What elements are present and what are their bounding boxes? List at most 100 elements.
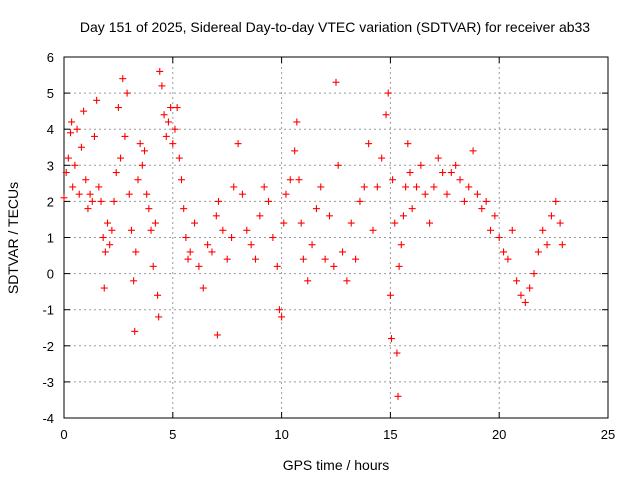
data-point: [123, 89, 131, 97]
data-point: [171, 125, 179, 133]
data-point: [138, 161, 146, 169]
data-point: [269, 234, 277, 241]
data-point: [413, 183, 421, 191]
data-point: [426, 219, 434, 227]
y-tick-label: -1: [42, 303, 54, 318]
data-point: [356, 197, 364, 205]
data-point: [64, 154, 72, 162]
data-point: [204, 241, 212, 249]
x-tick-labels: 0 5 10 15 20 25: [60, 427, 615, 442]
data-point: [556, 219, 564, 227]
data-point: [80, 107, 88, 115]
data-point: [134, 176, 142, 184]
data-point: [114, 104, 122, 112]
data-point: [391, 219, 399, 227]
data-point: [304, 277, 312, 285]
data-point: [184, 255, 192, 263]
data-point: [100, 284, 108, 292]
data-point: [378, 154, 386, 162]
data-point: [408, 205, 416, 213]
data-point: [106, 241, 114, 249]
y-tick-label: -4: [42, 411, 54, 426]
data-point: [151, 219, 159, 227]
data-point: [347, 219, 355, 227]
data-point: [417, 161, 425, 169]
data-point: [369, 226, 377, 234]
x-tick-label: 10: [274, 427, 288, 442]
data-point: [291, 147, 299, 155]
data-point: [156, 67, 164, 75]
data-point: [260, 183, 268, 191]
data-point: [384, 89, 392, 97]
data-point: [447, 169, 455, 177]
data-point: [402, 183, 410, 191]
data-point: [199, 284, 207, 292]
data-point: [162, 132, 170, 140]
data-point: [99, 234, 107, 241]
data-point: [434, 154, 442, 162]
data-point: [530, 270, 538, 278]
data-point: [88, 197, 96, 205]
data-point: [286, 176, 294, 184]
data-point: [160, 111, 168, 119]
y-axis-label: SDTVAR / TECUs: [5, 182, 21, 294]
data-point: [77, 143, 85, 151]
data-point: [534, 248, 542, 256]
data-point: [389, 176, 397, 184]
data-point: [73, 125, 81, 133]
data-point: [339, 248, 347, 256]
data-point: [256, 212, 264, 220]
data-point: [95, 183, 103, 191]
data-point: [195, 262, 203, 270]
data-point: [330, 262, 338, 270]
data-point: [308, 241, 316, 249]
data-point: [191, 219, 199, 227]
data-point: [386, 291, 394, 299]
data-point: [97, 197, 105, 205]
data-point: [127, 226, 135, 234]
data-point: [121, 132, 129, 140]
data-point: [278, 313, 286, 321]
data-point: [539, 226, 547, 234]
data-point: [75, 190, 83, 198]
y-tick-label: 0: [47, 267, 54, 282]
data-point: [208, 248, 216, 256]
data-point: [213, 331, 221, 339]
data-point: [62, 169, 70, 177]
data-point: [352, 255, 360, 263]
data-point: [404, 140, 412, 148]
grid-lines: [64, 57, 608, 418]
data-point: [212, 212, 220, 220]
data-point: [104, 219, 112, 227]
data-point: [517, 291, 525, 299]
x-tick-label: 0: [60, 427, 67, 442]
x-tick-label: 5: [169, 427, 176, 442]
data-point: [60, 194, 68, 202]
data-point: [547, 212, 555, 220]
data-point: [178, 176, 186, 184]
data-point: [136, 140, 144, 148]
data-point: [68, 118, 76, 126]
data-point: [238, 190, 246, 198]
data-point: [373, 183, 381, 191]
data-point: [230, 183, 238, 191]
data-point: [219, 226, 227, 234]
data-point: [317, 183, 325, 191]
data-point: [543, 241, 551, 249]
data-point: [112, 169, 120, 177]
data-point: [456, 176, 464, 184]
data-point: [465, 183, 473, 191]
data-point: [130, 277, 138, 285]
data-point: [84, 205, 92, 213]
data-point: [131, 327, 139, 335]
data-point: [508, 226, 516, 234]
data-point: [387, 335, 395, 343]
data-point: [395, 262, 403, 270]
data-point: [117, 154, 125, 162]
data-point: [282, 190, 290, 198]
y-tick-label: 5: [47, 86, 54, 101]
x-tick-label: 25: [601, 427, 615, 442]
data-point: [182, 234, 190, 241]
data-point: [86, 190, 94, 198]
